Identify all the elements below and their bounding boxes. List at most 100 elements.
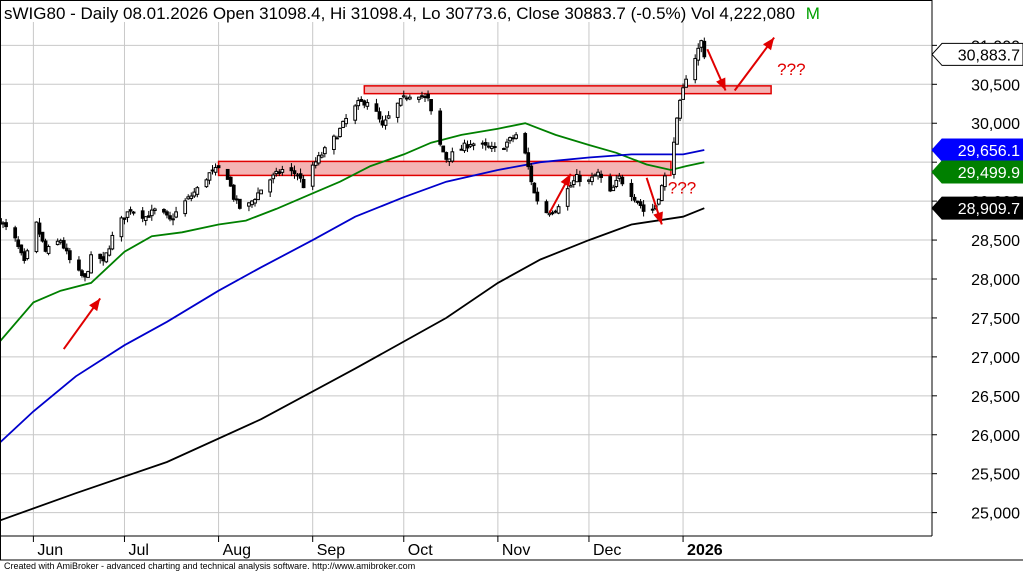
candle-body: [407, 96, 412, 100]
candle-body: [447, 158, 452, 162]
candle-body: [417, 96, 421, 100]
candle-body: [40, 231, 45, 242]
candle-body: [195, 187, 200, 195]
candle-body: [553, 210, 558, 213]
candle-body: [489, 145, 494, 149]
value-label-text: 30,883.7: [958, 47, 1020, 64]
candle-body: [617, 175, 622, 179]
candle-body: [535, 191, 540, 202]
value-labels: 30,883.7 29,656.1 29,499.9 28,909.7: [931, 42, 1023, 220]
ma-mid-line: [0, 149, 705, 444]
x-tick-label: Jun: [37, 542, 63, 559]
candle-body: [295, 174, 300, 177]
candle-body: [344, 117, 348, 125]
candle-body: [514, 134, 518, 139]
candle-body: [259, 189, 263, 195]
candle-body: [22, 251, 27, 261]
candle-body: [322, 147, 327, 155]
value-label-box: [931, 138, 1023, 162]
candle-body: [89, 254, 93, 274]
y-tick-label: 30,500: [971, 77, 1020, 94]
candle-body: [274, 170, 279, 175]
arrow-head: [89, 298, 101, 312]
chart-header: sWIG80 - Daily 08.01.2026 Open 31098.4, …: [4, 4, 820, 23]
candle-body: [659, 185, 664, 202]
candle-body: [110, 234, 115, 250]
candle-body: [171, 218, 175, 221]
candle-body: [332, 135, 336, 150]
candle-body: [380, 120, 385, 126]
x-tick-label: Aug: [223, 542, 251, 559]
candle-body: [696, 47, 701, 61]
annotation-arrow: [548, 173, 572, 214]
candle-body: [152, 208, 157, 211]
candle-body: [16, 239, 21, 247]
annotation-arrow: [645, 177, 663, 225]
candle-body: [544, 201, 549, 214]
candle-body: [207, 172, 212, 181]
candle-body: [34, 221, 39, 253]
candle-body: [574, 173, 579, 183]
candle-body: [213, 167, 218, 173]
value-label-text: 29,656.1: [958, 143, 1020, 160]
candle-body: [596, 171, 600, 177]
candle-body: [577, 174, 582, 183]
candle-body: [383, 119, 388, 126]
candle-body: [292, 170, 297, 175]
annotation-text: ???: [777, 60, 805, 79]
value-label-box: [931, 42, 1023, 66]
resistance-zone: [363, 85, 772, 95]
candle-body: [638, 201, 643, 206]
annotation-text: ???: [668, 178, 696, 197]
candle-body: [67, 250, 72, 261]
candle-body: [4, 222, 8, 228]
candle-body: [25, 250, 30, 260]
candle-body: [511, 137, 515, 140]
candle-body: [356, 100, 361, 107]
x-tick-label: Sep: [317, 542, 346, 559]
candle-body: [526, 152, 531, 168]
y-tick-label: 28,500: [971, 233, 1020, 250]
candle-body: [374, 103, 379, 112]
x-tick-label: Dec: [593, 542, 621, 559]
candle-body: [37, 222, 42, 235]
candle-body: [204, 179, 209, 188]
candle-body: [319, 154, 324, 158]
candle-body: [174, 211, 178, 218]
candle-body: [165, 211, 169, 216]
candle-body: [143, 216, 148, 221]
annotation-arrow: [62, 297, 101, 350]
candle-body: [550, 212, 555, 215]
candle-body: [43, 240, 48, 252]
candle-body: [1, 222, 5, 225]
value-label: 30,883.7: [931, 42, 1023, 66]
arrow-head: [763, 37, 775, 51]
candle-body: [362, 100, 367, 106]
candle-body: [404, 97, 409, 100]
candle-body: [210, 169, 215, 172]
candle-body: [46, 246, 51, 254]
x-tick-label: 2026: [687, 542, 723, 559]
candle-body: [505, 141, 509, 148]
candle-body: [310, 164, 315, 187]
candle-body: [313, 161, 318, 166]
candle-body: [104, 252, 109, 263]
candle-body: [632, 196, 637, 201]
value-label-text: 28,909.7: [958, 201, 1020, 218]
candle-body: [444, 152, 449, 160]
candle-body: [83, 273, 87, 278]
candle-body: [80, 270, 84, 276]
candle-body: [508, 137, 512, 142]
candle-body: [441, 145, 446, 153]
candle-body: [256, 192, 260, 201]
candle-body: [565, 188, 570, 207]
candle-body: [64, 247, 69, 252]
candle-body: [681, 87, 685, 100]
y-tick-label: 26,000: [971, 428, 1020, 445]
annotation-arrows: [62, 36, 775, 350]
arrow-head: [653, 211, 663, 225]
candle-body: [140, 210, 145, 219]
candle-body: [189, 195, 194, 199]
candle-body: [298, 173, 303, 179]
candle-body: [192, 191, 197, 197]
